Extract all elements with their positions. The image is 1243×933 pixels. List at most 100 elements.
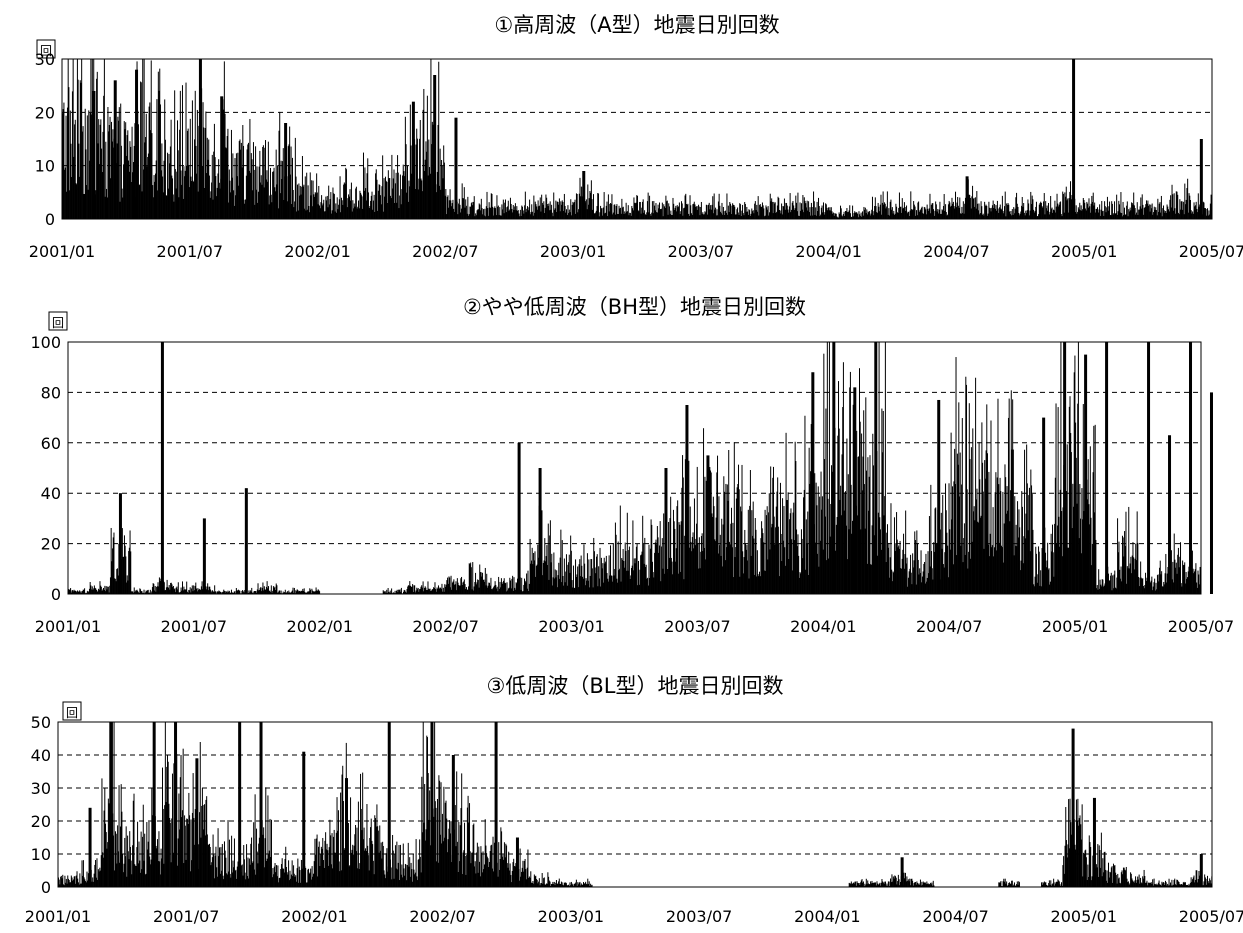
daily-bar	[486, 853, 488, 887]
daily-bar	[293, 873, 295, 887]
daily-bar	[838, 212, 840, 219]
daily-bar	[314, 192, 316, 219]
daily-bar	[360, 192, 362, 219]
daily-bar	[1000, 491, 1002, 594]
daily-bar	[542, 575, 544, 594]
daily-bar	[548, 203, 550, 219]
daily-bar	[1133, 882, 1135, 887]
daily-bar	[394, 590, 396, 594]
daily-bar	[821, 496, 823, 594]
daily-bar	[191, 181, 193, 219]
daily-bar	[896, 512, 898, 594]
daily-bar	[549, 535, 551, 594]
daily-bar	[401, 864, 403, 887]
daily-bar	[1013, 213, 1015, 219]
daily-bar	[613, 204, 615, 219]
daily-bar	[868, 476, 870, 594]
daily-bar	[146, 822, 148, 887]
daily-bar	[392, 178, 394, 219]
daily-bar	[1198, 574, 1200, 594]
daily-bar	[245, 199, 247, 219]
daily-bar	[681, 487, 683, 594]
daily-bar	[662, 216, 664, 219]
daily-bar	[503, 859, 505, 887]
daily-bar	[1080, 824, 1082, 887]
daily-bar	[791, 570, 793, 594]
daily-bar	[65, 882, 67, 887]
daily-bar	[255, 591, 257, 594]
daily-bar	[429, 588, 431, 594]
daily-bar	[651, 561, 653, 594]
daily-bar	[923, 214, 925, 219]
daily-bar	[849, 371, 851, 594]
daily-bar	[417, 587, 419, 594]
daily-bar	[1147, 882, 1149, 887]
daily-bar	[493, 842, 495, 887]
daily-bar	[798, 215, 800, 219]
daily-bar	[1196, 208, 1198, 219]
daily-bar	[453, 208, 455, 219]
daily-bar	[309, 589, 311, 594]
daily-bar	[312, 590, 314, 594]
daily-bar	[372, 860, 374, 887]
daily-bar	[1192, 879, 1194, 887]
daily-bar	[803, 197, 805, 219]
daily-bar	[1004, 206, 1006, 219]
daily-bar	[862, 215, 864, 219]
daily-bar	[1116, 214, 1118, 219]
daily-bar	[291, 590, 293, 594]
daily-bar	[479, 861, 480, 887]
daily-bar	[755, 529, 757, 594]
daily-bar	[545, 556, 547, 594]
daily-bar	[842, 362, 844, 594]
daily-bar	[167, 152, 169, 219]
daily-bar	[592, 587, 594, 594]
daily-bar	[196, 173, 198, 219]
daily-bar	[908, 881, 910, 887]
daily-bar	[514, 206, 516, 219]
daily-bar	[149, 856, 151, 887]
daily-bar	[862, 882, 864, 887]
daily-bar	[913, 883, 915, 887]
peak-bar	[1199, 139, 1203, 219]
daily-bar	[1152, 586, 1154, 594]
daily-bar	[388, 178, 390, 219]
daily-bar	[258, 589, 260, 594]
daily-bar	[483, 869, 485, 887]
daily-bar	[183, 166, 185, 219]
daily-bar	[582, 884, 584, 887]
daily-bar	[952, 486, 954, 594]
daily-bar	[571, 204, 573, 219]
daily-bar	[497, 591, 499, 594]
daily-bar	[1019, 570, 1021, 594]
daily-bar	[345, 169, 347, 219]
daily-bar	[892, 213, 894, 219]
daily-bar	[630, 215, 632, 219]
daily-bar	[480, 572, 482, 594]
daily-bar	[470, 206, 472, 219]
daily-bar	[110, 178, 112, 219]
daily-bar	[372, 200, 374, 219]
daily-bar	[62, 884, 64, 887]
daily-bar	[185, 589, 187, 594]
daily-bar	[1056, 525, 1058, 594]
daily-bar	[197, 191, 199, 219]
daily-bar	[473, 201, 475, 219]
daily-bar	[964, 203, 966, 219]
daily-bar	[760, 538, 762, 594]
daily-bar	[449, 189, 451, 219]
daily-bar	[524, 580, 526, 594]
daily-bar	[109, 116, 111, 219]
daily-bar	[428, 819, 430, 887]
daily-bar	[84, 588, 86, 594]
daily-bar	[1077, 207, 1079, 219]
daily-bar	[793, 540, 795, 594]
daily-bar	[518, 880, 520, 887]
daily-bar	[887, 881, 889, 887]
daily-bar	[873, 535, 875, 594]
daily-bar	[685, 204, 687, 219]
daily-bar	[452, 581, 454, 594]
daily-bar	[782, 498, 784, 594]
daily-bar	[157, 582, 159, 594]
daily-bar	[955, 357, 957, 594]
